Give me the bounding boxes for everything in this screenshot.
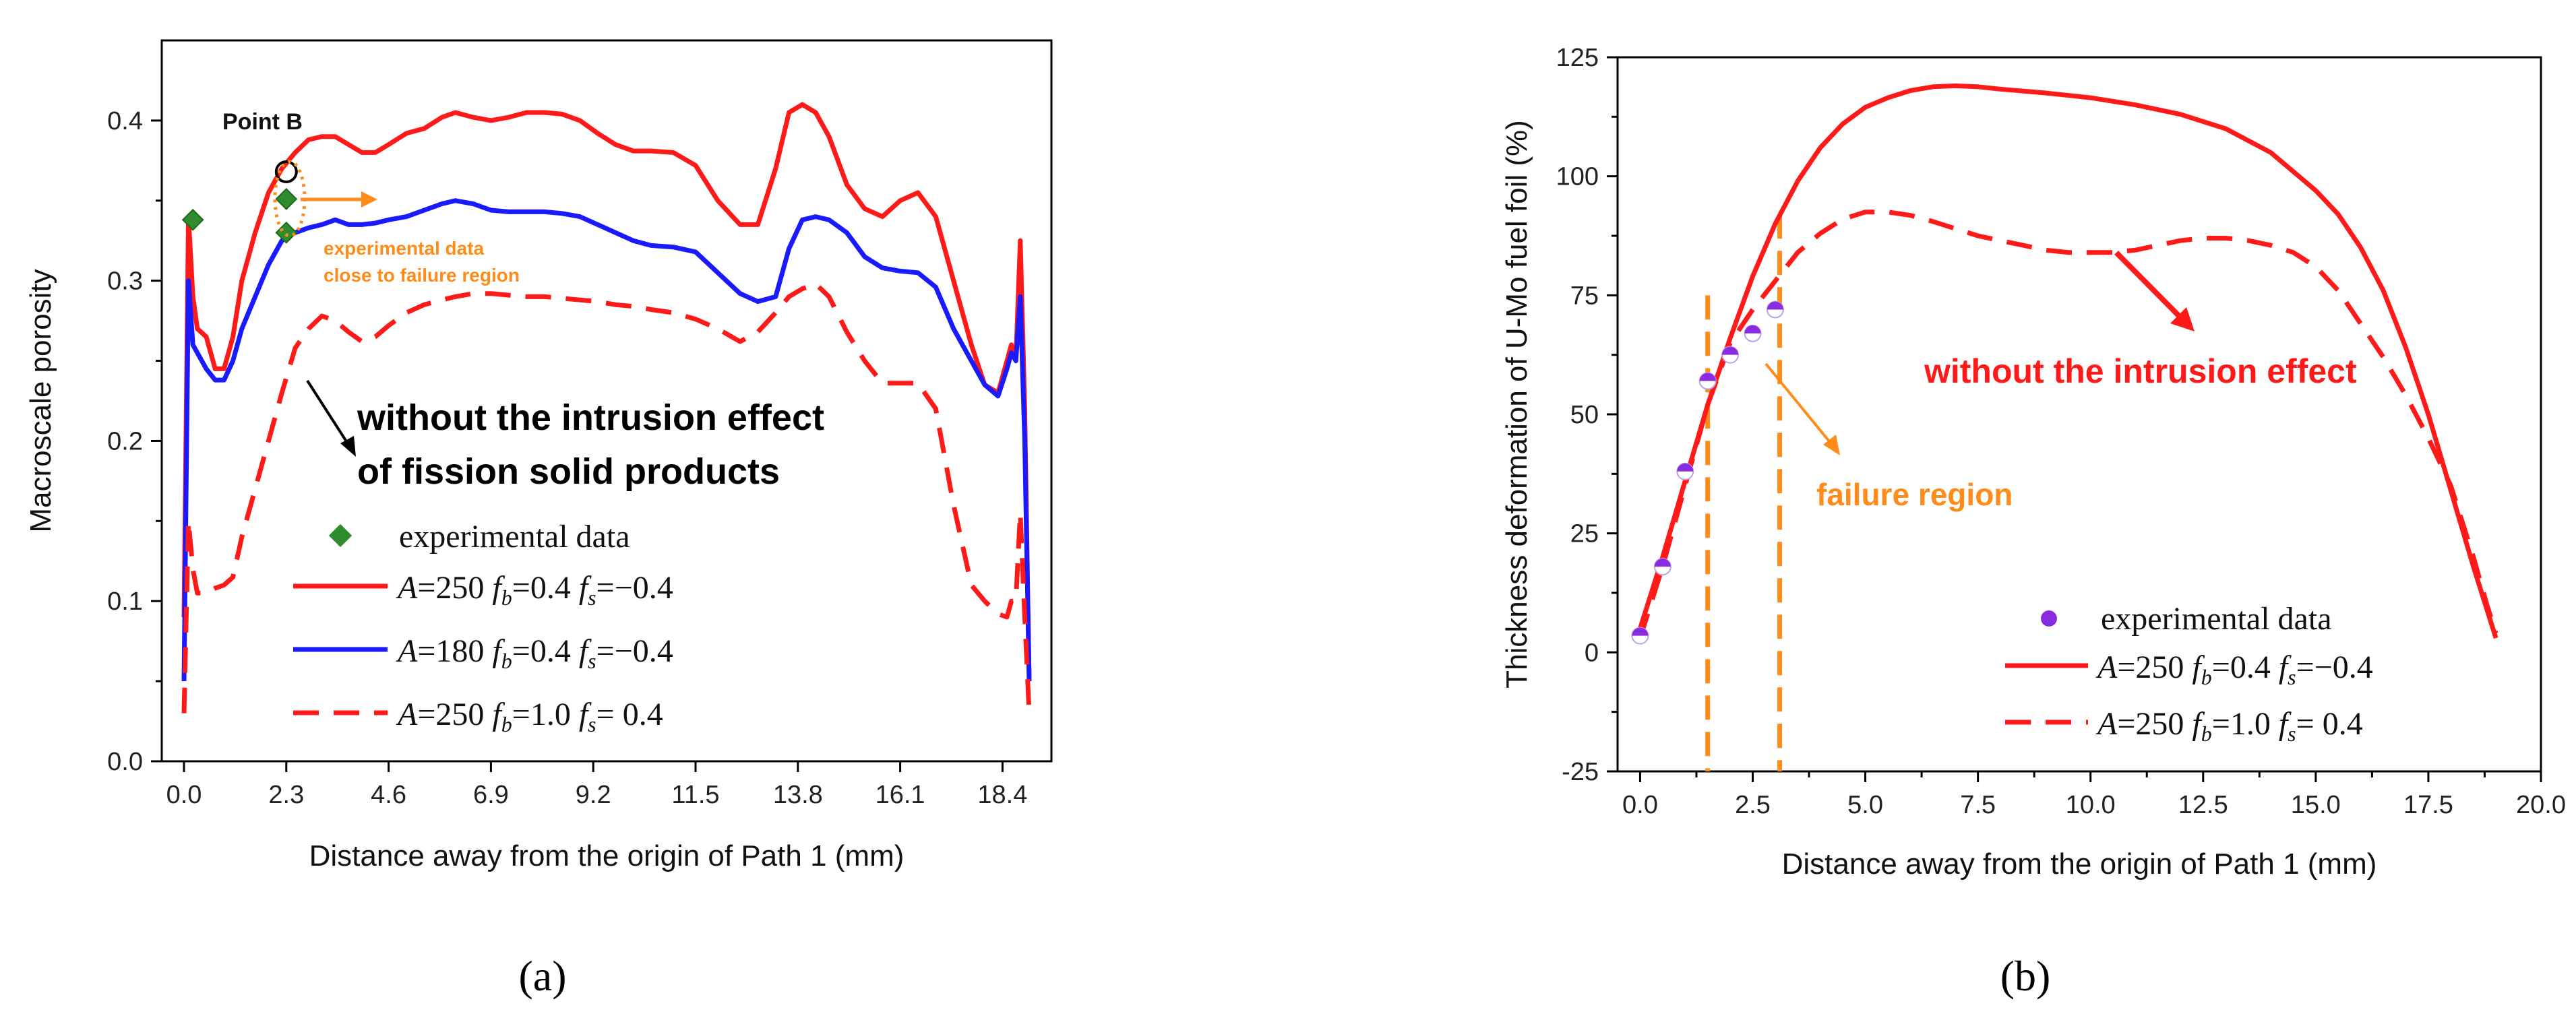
- failure-region-label: failure region: [1816, 477, 2013, 512]
- chart-a-experimental-points: [181, 160, 298, 244]
- y-tick-label: 25: [1570, 520, 1599, 548]
- experimental-point: [1744, 324, 1762, 342]
- x-tick-label: 15.0: [2291, 791, 2341, 819]
- chart-a: 0.0 2.3 4.6 6.9 9.2 11.5 13.8 16.1 18.4 0.0 0.1 0.2…: [24, 39, 1053, 1000]
- chart-b-experimental-points: [1631, 300, 1784, 645]
- series-line-2: [1638, 210, 2498, 639]
- x-tick-label: 5.0: [1847, 791, 1883, 819]
- panel-label-a: (a): [518, 952, 566, 1000]
- x-tick-label: 13.8: [773, 781, 823, 809]
- experimental-point: [275, 187, 298, 210]
- y-tick-label: 0: [1585, 639, 1599, 667]
- x-tick-label: 7.5: [1960, 791, 1996, 819]
- chart-b-ylabel: Thickness deformation of U-Mo fuel foil …: [1500, 120, 1533, 689]
- legend-b-series-2-label: A=250 fb=1.0 fs= 0.4: [2095, 706, 2363, 746]
- legend-a-experimental-marker: [328, 523, 352, 548]
- legend-b-experimental-label: experimental data: [2101, 601, 2332, 637]
- x-tick-label: 16.1: [876, 781, 925, 809]
- intrusion-note-line1: without the intrusion effect: [357, 397, 824, 438]
- experimental-point: [275, 221, 298, 244]
- x-tick-label: 2.3: [268, 781, 304, 809]
- chart-a-frame: [160, 39, 1053, 763]
- y-tick-label: 0.4: [107, 107, 143, 135]
- x-tick-label: 9.2: [576, 781, 611, 809]
- series-line-3: [181, 281, 1032, 713]
- x-tick-label: 0.0: [166, 781, 202, 809]
- legend-b-series-1-label: A=250 fb=0.4 fs=−0.4: [2095, 649, 2373, 689]
- legend-a-series-1-label: A=250 fb=0.4 fs=−0.4: [396, 570, 673, 610]
- chart-a-xlabel: Distance away from the origin of Path 1 …: [309, 839, 904, 872]
- y-tick-label: -25: [1562, 758, 1599, 786]
- experimental-point: [1766, 300, 1784, 319]
- x-tick-label: 17.5: [2403, 791, 2453, 819]
- series-line-1: [181, 102, 1032, 682]
- chart-a-legend: experimental data A=250 fb=0.4 fs=−0.4 A…: [293, 519, 673, 736]
- chart-a-ylabel: Macroscale porosity: [24, 269, 57, 532]
- experimental-data-note-line1: experimental data: [324, 238, 485, 259]
- experimental-point: [1676, 462, 1694, 480]
- y-tick-label: 125: [1556, 44, 1599, 72]
- chart-a-ticks: 0.0 2.3 4.6 6.9 9.2 11.5 13.8 16.1 18.4 0.0 0.1 0.2…: [107, 107, 1027, 809]
- chart-b-ticks: 0.0 2.5 5.0 7.5 10.0 12.5 15.0 17.5 20.0 -25 0 25 50…: [1556, 44, 2566, 819]
- intrusion-arrow: [306, 379, 356, 457]
- legend-a-series-2-label: A=180 fb=0.4 fs=−0.4: [396, 633, 673, 673]
- x-tick-label: 10.0: [2066, 791, 2116, 819]
- y-tick-label: 100: [1556, 163, 1599, 191]
- x-tick-label: 2.5: [1735, 791, 1771, 819]
- chart-b: 0.0 2.5 5.0 7.5 10.0 12.5 15.0 17.5 20.0 -25 0 25 50…: [1500, 44, 2566, 1000]
- y-tick-label: 0.2: [107, 427, 143, 455]
- y-tick-label: 0.3: [107, 267, 143, 296]
- point-b-label: Point B: [222, 109, 303, 135]
- failure-arrow: [1765, 362, 1840, 455]
- legend-b-experimental-marker: [2041, 610, 2057, 627]
- experimental-data-arrow: [301, 191, 377, 207]
- series-line-1: [1638, 83, 2498, 639]
- series-line-2: [181, 198, 1032, 682]
- chart-b-xlabel: Distance away from the origin of Path 1 …: [1782, 848, 2377, 881]
- x-tick-label: 20.0: [2516, 791, 2566, 819]
- intrusion-arrow-b: [2114, 251, 2195, 331]
- y-tick-label: 0.1: [107, 587, 143, 616]
- x-tick-label: 0.0: [1622, 791, 1658, 819]
- panel-label-b: (b): [2000, 952, 2051, 1000]
- experimental-point: [1698, 372, 1717, 390]
- legend-a-experimental-label: experimental data: [399, 519, 630, 554]
- intrusion-note-line2: of fission solid products: [357, 451, 780, 492]
- experimental-point: [1721, 346, 1740, 364]
- x-tick-label: 4.6: [371, 781, 406, 809]
- point-b-marker: [274, 160, 298, 183]
- y-tick-label: 0.0: [107, 748, 143, 776]
- y-tick-label: 75: [1570, 282, 1599, 310]
- experimental-point: [181, 208, 204, 231]
- intrusion-note-b: without the intrusion effect: [1924, 352, 2357, 390]
- chart-a-series: [181, 102, 1032, 713]
- chart-b-legend: experimental data A=250 fb=0.4 fs=−0.4 A…: [2005, 601, 2373, 746]
- x-tick-label: 12.5: [2178, 791, 2228, 819]
- experimental-data-note-line2: close to failure region: [324, 265, 520, 286]
- chart-b-series: [1638, 83, 2498, 639]
- x-tick-label: 6.9: [473, 781, 509, 809]
- experimental-point: [1631, 627, 1649, 645]
- x-tick-label: 11.5: [671, 781, 719, 809]
- y-tick-label: 50: [1570, 401, 1599, 429]
- experimental-point: [1653, 558, 1672, 576]
- legend-a-series-3-label: A=250 fb=1.0 fs= 0.4: [396, 697, 663, 736]
- x-tick-label: 18.4: [977, 781, 1027, 809]
